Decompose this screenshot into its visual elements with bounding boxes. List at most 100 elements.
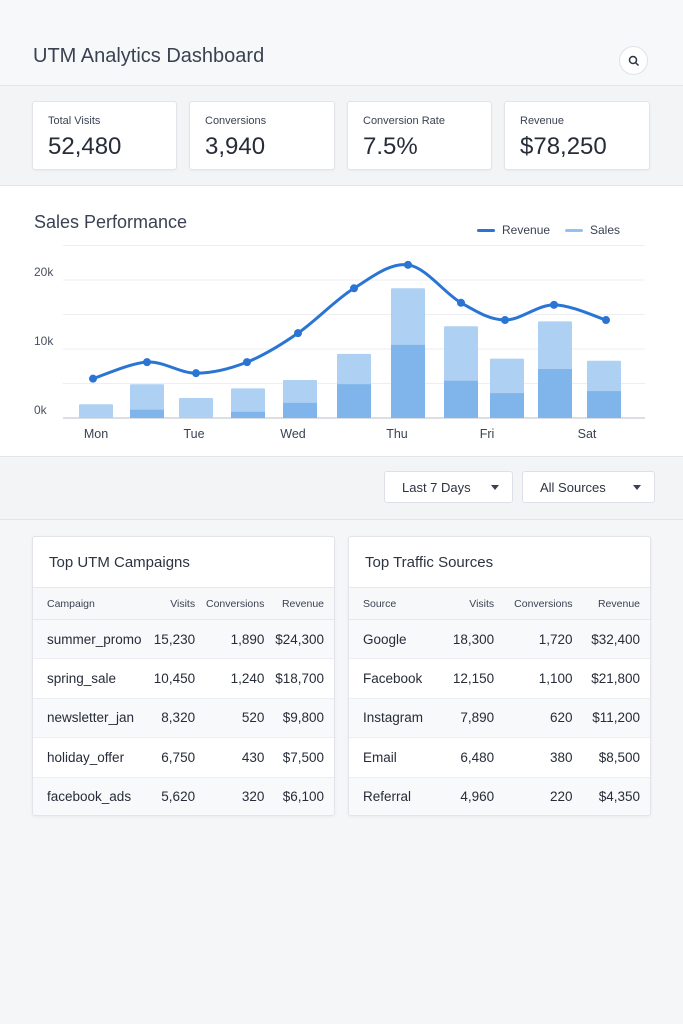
sales-bar-segment [490,393,524,418]
revenue-point [143,358,151,367]
table-cell: 12,150 [445,658,505,699]
table-cell: 4,960 [445,777,505,815]
column-header[interactable]: Revenue [274,587,334,620]
sales-bar-segment [587,391,621,418]
kpi-label: Total Visits [48,115,101,127]
revenue-point [294,329,302,338]
table-cell: 8,320 [153,698,206,739]
chart-title: Sales Performance [34,212,188,232]
table-cell: 10,450 [153,658,206,699]
table-row[interactable]: Google 18,300 1,720 $32,400 [349,619,650,660]
table-cell: 18,300 [445,619,505,660]
date-range-dropdown[interactable]: Last 7 Days [384,471,513,503]
revenue-point [404,260,412,269]
revenue-point [501,316,509,325]
sources-table: Source Visits Conversions Revenue Google 18,3… [349,587,650,815]
search-icon [628,55,639,66]
source-dropdown[interactable]: All Sources [522,471,655,503]
table-row[interactable]: facebook_ads 5,620 320 $6,100 [33,777,334,815]
table-row[interactable]: Referral 4,960 220 $4,350 [349,777,650,815]
kpi-row: Total Visits 52,480 Conversions 3,940 Conv… [0,86,683,186]
column-header[interactable]: Conversions [504,587,583,620]
revenue-point [350,284,358,293]
search-button[interactable] [619,46,648,75]
table-cell: Referral [349,777,446,815]
legend-label: Revenue [502,223,551,237]
table-cell: 6,750 [153,737,206,778]
table-cell: 430 [205,737,275,778]
caret-down-icon [633,485,641,490]
kpi-label: Conversion Rate [363,115,445,127]
table-cell: 1,100 [504,658,583,699]
kpi-value: 52,480 [48,133,122,160]
column-header[interactable]: Source [349,587,446,620]
table-row[interactable]: Email 6,480 380 $8,500 [349,737,650,778]
table-cell: facebook_ads [33,777,154,815]
revenue-point [192,369,200,378]
table-cell: 380 [504,737,583,778]
kpi-conversion-rate: Conversion Rate 7.5% [347,101,492,170]
table-row[interactable]: newsletter_jan 8,320 520 $9,800 [33,698,334,739]
kpi-conversions: Conversions 3,940 [189,101,335,170]
table-cell: spring_sale [33,658,154,699]
x-tick-label: Thu [386,427,408,441]
table-cell: 15,230 [153,619,206,660]
table-cell: holiday_offer [33,737,154,778]
table-cell: Google [349,619,446,660]
table-cell: $21,800 [582,658,650,699]
table-cell: $24,300 [274,619,334,660]
filter-bar: Last 7 Days All Sources [0,458,683,520]
column-header[interactable]: Campaign [33,587,154,620]
table-cell: Instagram [349,698,446,739]
kpi-label: Revenue [520,115,565,127]
y-tick-label: 20k [34,265,54,279]
table-cell: $32,400 [582,619,650,660]
y-tick-label: 0k [34,403,48,417]
sales-bar [130,384,164,418]
kpi-label: Conversions [205,115,267,127]
dropdown-value: All Sources [540,479,606,495]
table-cell: $18,700 [274,658,334,699]
sources-card: Top Traffic Sources Source Visits Conversi… [348,536,651,816]
table-row[interactable]: spring_sale 10,450 1,240 $18,700 [33,658,334,699]
table-cell: summer_promo [33,619,154,660]
table-cell: $7,500 [274,737,334,778]
x-tick-label: Tue [183,427,204,441]
kpi-value: 3,940 [205,133,266,160]
revenue-point [457,298,465,307]
legend-revenue[interactable]: Revenue [477,223,550,237]
column-header[interactable]: Visits [445,587,505,620]
header: UTM Analytics Dashboard [0,0,683,86]
column-header[interactable]: Revenue [582,587,650,620]
x-tick-label: Sat [578,427,597,441]
caret-down-icon [491,485,499,490]
page-title: UTM Analytics Dashboard [33,45,265,67]
table-row[interactable]: Instagram 7,890 620 $11,200 [349,698,650,739]
revenue-point [550,300,558,309]
legend-sales[interactable]: Sales [565,223,620,237]
sales-bar-segment [444,380,478,418]
table-header: Campaign Visits Conversions Revenue [33,587,334,620]
table-row[interactable]: summer_promo 15,230 1,890 $24,300 [33,619,334,660]
table-row[interactable]: holiday_offer 6,750 430 $7,500 [33,737,334,778]
sales-chart: 0k 10k 20k Mon Tue Wed Thu Fri Sat [34,245,645,441]
table-cell: 5,620 [153,777,206,815]
sales-bar-segment [538,369,572,418]
legend-swatch [477,228,495,232]
table-cell: 520 [205,698,275,739]
card-title: Top UTM Campaigns [49,554,190,571]
table-row[interactable]: Facebook 12,150 1,100 $21,800 [349,658,650,699]
dropdown-value: Last 7 Days [402,479,471,495]
column-header[interactable]: Visits [153,587,206,620]
sales-bar-segment [231,411,265,418]
table-cell: $4,350 [582,777,650,815]
sales-bar-segment [337,384,371,418]
column-header[interactable]: Conversions [205,587,275,620]
revenue-point [89,374,97,383]
table-cell: 1,240 [205,658,275,699]
sales-bar-segment [283,402,317,418]
x-tick-label: Fri [480,427,495,441]
table-cell: 620 [504,698,583,739]
kpi-revenue: Revenue $78,250 [504,101,650,170]
sales-bar-segment [391,344,425,418]
